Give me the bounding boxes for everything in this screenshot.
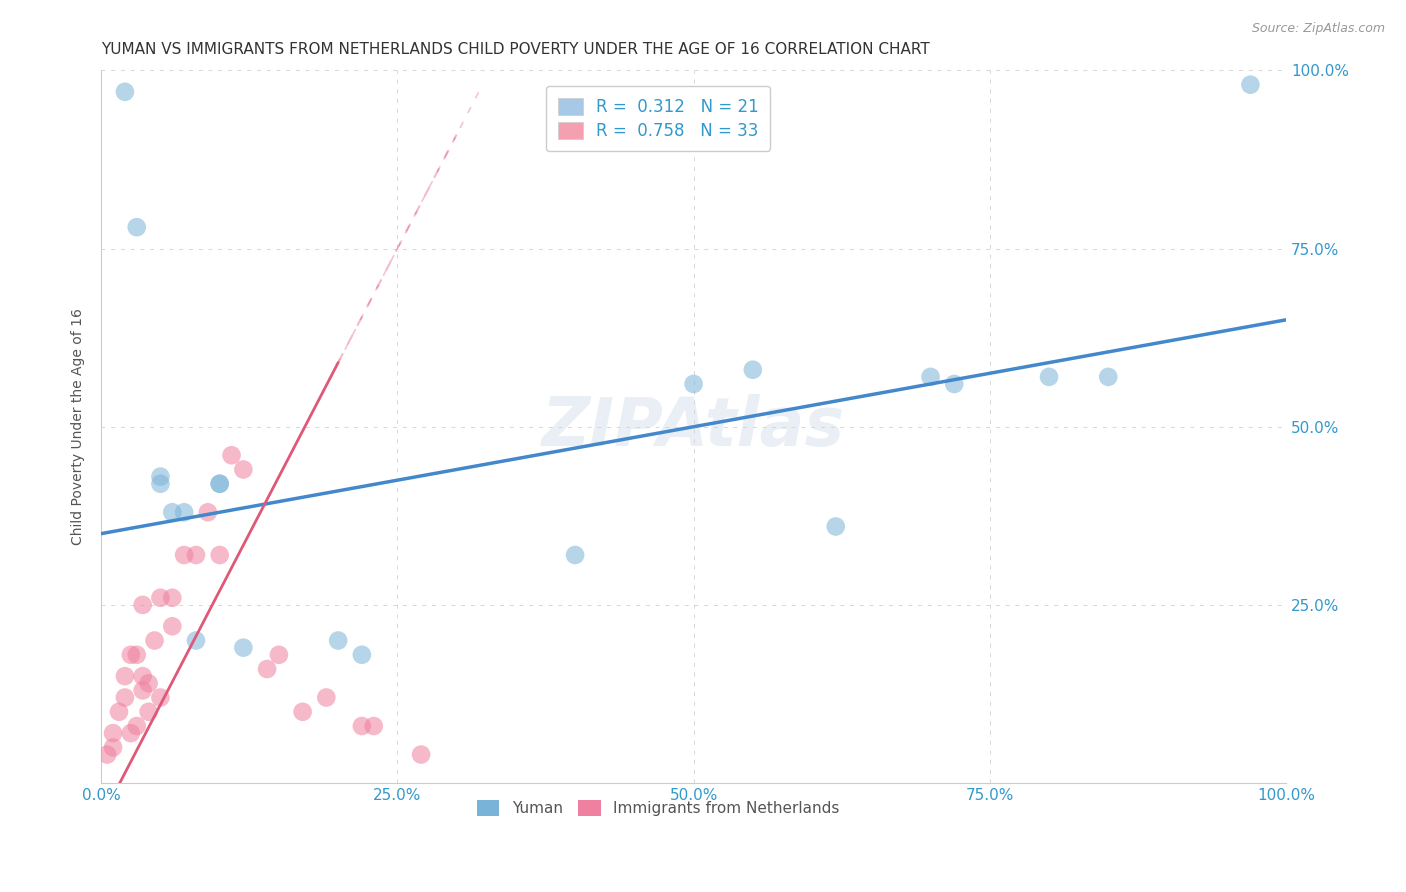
Point: [1239, 78, 1261, 92]
Legend: Yuman, Immigrants from Netherlands: Yuman, Immigrants from Netherlands: [467, 791, 849, 825]
Point: [131, 683, 153, 698]
Point: [1038, 369, 1060, 384]
Point: [328, 633, 350, 648]
Point: [564, 548, 586, 562]
Text: Source: ZipAtlas.com: Source: ZipAtlas.com: [1251, 22, 1385, 36]
Point: [114, 690, 136, 705]
Y-axis label: Child Poverty Under the Age of 16: Child Poverty Under the Age of 16: [72, 309, 86, 545]
Point: [125, 220, 148, 235]
Point: [101, 726, 124, 740]
Point: [138, 705, 160, 719]
Point: [96, 747, 118, 762]
Point: [149, 476, 172, 491]
Point: [138, 676, 160, 690]
Point: [143, 633, 166, 648]
Point: [208, 476, 231, 491]
Point: [184, 548, 207, 562]
Point: [184, 633, 207, 648]
Point: [131, 598, 153, 612]
Point: [120, 648, 142, 662]
Point: [682, 376, 704, 391]
Point: [120, 726, 142, 740]
Point: [149, 690, 172, 705]
Point: [114, 669, 136, 683]
Point: [350, 648, 373, 662]
Point: [221, 448, 243, 462]
Point: [267, 648, 290, 662]
Point: [149, 591, 172, 605]
Point: [291, 705, 314, 719]
Point: [173, 505, 195, 519]
Point: [162, 505, 184, 519]
Point: [824, 519, 846, 533]
Text: YUMAN VS IMMIGRANTS FROM NETHERLANDS CHILD POVERTY UNDER THE AGE OF 16 CORRELATI: YUMAN VS IMMIGRANTS FROM NETHERLANDS CHI…: [101, 42, 929, 57]
Point: [232, 640, 254, 655]
Point: [208, 548, 231, 562]
Point: [125, 719, 148, 733]
Point: [101, 740, 124, 755]
Point: [232, 462, 254, 476]
Point: [162, 619, 184, 633]
Point: [943, 376, 966, 391]
Point: [1097, 369, 1119, 384]
Point: [256, 662, 278, 676]
Point: [108, 705, 131, 719]
Point: [920, 369, 942, 384]
Text: ZIPAtlas: ZIPAtlas: [543, 393, 845, 459]
Point: [149, 469, 172, 483]
Point: [162, 591, 184, 605]
Point: [173, 548, 195, 562]
Point: [114, 85, 136, 99]
Point: [350, 719, 373, 733]
Point: [125, 648, 148, 662]
Point: [131, 669, 153, 683]
Point: [409, 747, 432, 762]
Point: [208, 476, 231, 491]
Point: [315, 690, 337, 705]
Point: [741, 362, 763, 376]
Point: [197, 505, 219, 519]
Point: [363, 719, 385, 733]
